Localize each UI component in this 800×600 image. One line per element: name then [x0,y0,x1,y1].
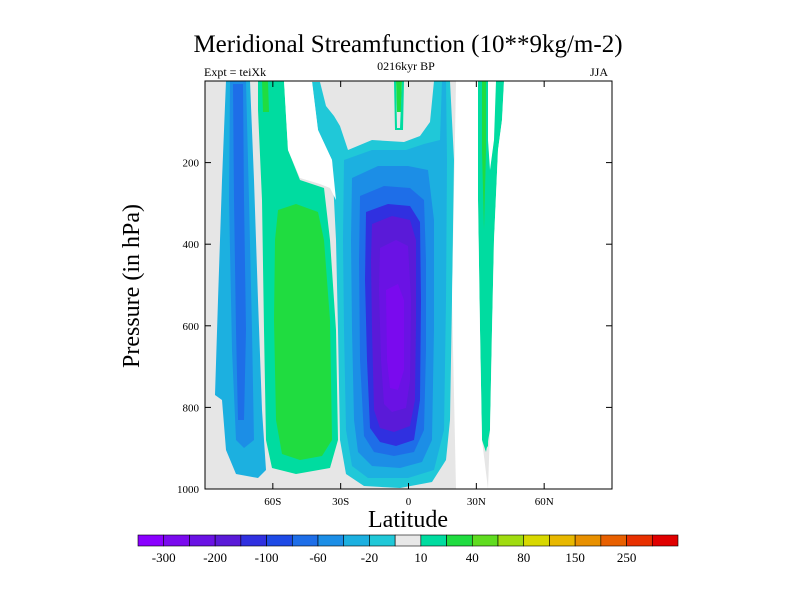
colorbar-label: 250 [617,550,637,565]
period-label: 0216kyr BP [377,59,435,73]
colorbar-box [189,534,216,547]
y-axis-label: Pressure (in hPa) [119,204,145,368]
contour-sh-mid-inner [274,204,332,460]
colorbar-box [394,534,422,547]
x-axis: 60S 30S 0 30N 60N [264,81,554,508]
y-tick-label: 600 [183,321,200,333]
colorbar-box [343,534,370,547]
colorbar: -300 -200 -100 -60 -20 10 40 80 150 250 [137,534,679,565]
y-tick-label: 1000 [177,484,200,496]
colorbar-box [471,534,499,547]
x-tick-label: 30S [332,496,349,508]
contour-nh-inner [482,81,486,230]
colorbar-label: 150 [565,550,585,565]
contour-sh-polar-inner [233,84,246,420]
y-tick-label: 400 [183,239,200,251]
colorbar-label: -20 [361,550,378,565]
contour-zero-band-north [452,81,488,489]
colorbar-box [317,534,345,547]
contour-equatorial-sliver [396,81,402,112]
x-tick-label: 30N [467,496,486,508]
colorbar-box [137,534,165,547]
colorbar-box [600,534,627,547]
y-tick-label: 800 [183,402,200,414]
experiment-label: Expt = teiXk [204,65,266,79]
colorbar-box [369,534,396,547]
colorbar-label: -300 [152,550,176,565]
colorbar-box [446,534,473,547]
contour-nh-gap [488,81,496,170]
colorbar-box [523,534,550,547]
colorbar-box [549,534,576,547]
colorbar-label: 80 [517,550,530,565]
colorbar-label: -60 [309,550,326,565]
colorbar-box [497,534,525,547]
x-axis-label: Latitude [368,507,448,533]
y-axis: 200 400 600 800 1000 [177,158,612,496]
colorbar-box [574,534,602,547]
contour-tropical-l8 [386,284,404,390]
colorbar-box [214,534,242,547]
contour-equatorial-sliver-outer [394,81,404,130]
x-tick-label: 60S [264,496,281,508]
colorbar-box [651,534,679,547]
contour-nh-tail [484,330,490,450]
colorbar-label: -200 [203,550,227,565]
contour-zero-band-south [284,81,336,200]
colorbar-label: 40 [466,550,479,565]
colorbar-box [163,534,190,547]
contour-zero-band-nh [488,81,612,489]
colorbar-box [291,534,319,547]
colorbar-label: 10 [414,550,427,565]
colorbar-box [240,534,267,547]
colorbar-box [420,534,447,547]
season-label: JJA [590,65,608,79]
x-tick-label: 0 [406,496,412,508]
colorbar-label: -100 [255,550,279,565]
y-tick-label: 200 [183,158,200,170]
contour-sh-mid-strip [262,81,269,112]
chart-title: Meridional Streamfunction (10**9kg/m-2) [193,31,622,58]
colorbar-box [626,534,653,547]
colorbar-box [266,534,293,547]
x-tick-label: 60N [535,496,554,508]
contour-fields [215,81,612,489]
